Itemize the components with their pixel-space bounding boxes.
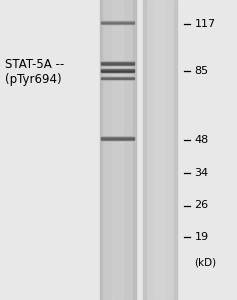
Text: 19: 19: [194, 232, 209, 242]
Bar: [101, 60, 134, 61]
Text: 34: 34: [194, 167, 209, 178]
Text: 117: 117: [194, 19, 215, 29]
Bar: [101, 61, 134, 62]
Bar: [101, 140, 134, 141]
Bar: [101, 61, 134, 64]
Bar: [143, 0, 177, 300]
Text: (pTyr694): (pTyr694): [5, 73, 61, 86]
Bar: [101, 62, 134, 63]
Bar: [101, 64, 134, 65]
Bar: [100, 0, 136, 300]
Bar: [155, 0, 165, 300]
Bar: [101, 69, 134, 72]
Bar: [101, 21, 134, 24]
Text: STAT-5A --: STAT-5A --: [5, 58, 64, 71]
Bar: [101, 77, 134, 79]
Bar: [174, 0, 177, 300]
Text: 48: 48: [194, 134, 209, 145]
Text: (kD): (kD): [194, 257, 216, 268]
Text: 85: 85: [194, 65, 209, 76]
Bar: [101, 136, 134, 137]
Bar: [143, 0, 146, 300]
Bar: [101, 135, 134, 136]
Bar: [112, 0, 123, 300]
Bar: [101, 139, 134, 140]
Bar: [101, 138, 134, 139]
Bar: [100, 0, 102, 300]
Bar: [101, 136, 134, 140]
Text: 26: 26: [194, 200, 209, 211]
Bar: [101, 65, 134, 66]
Bar: [101, 63, 134, 64]
Bar: [101, 137, 134, 138]
Bar: [133, 0, 136, 300]
Bar: [101, 136, 134, 137]
